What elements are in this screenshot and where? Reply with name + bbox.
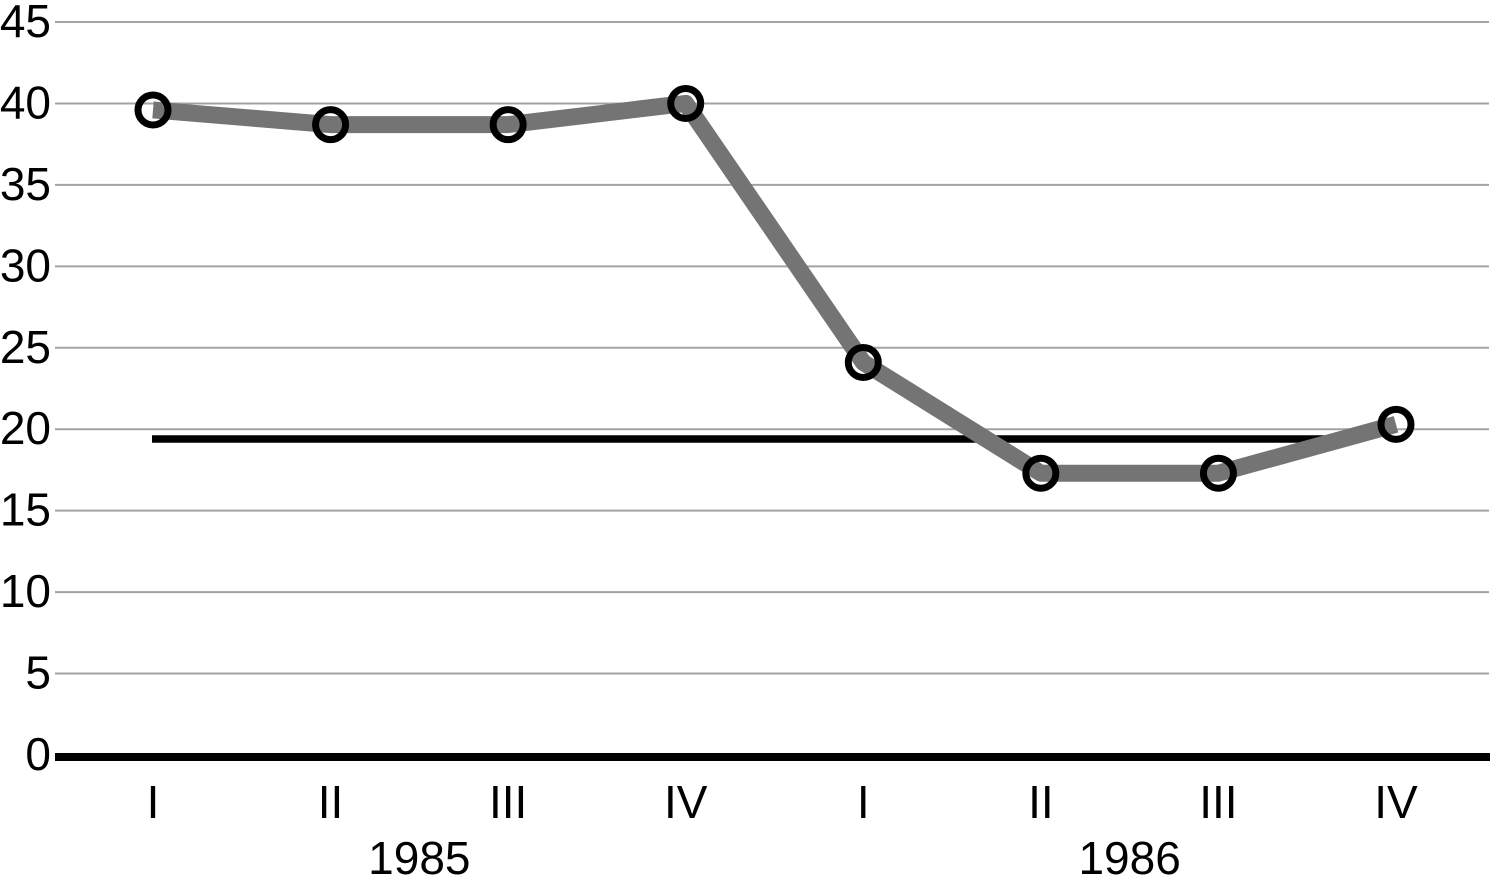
quarter-tick-label: IV	[1374, 776, 1418, 828]
y-tick-label: 20	[0, 402, 51, 454]
quarter-tick-label: IV	[664, 776, 708, 828]
quarter-tick-label: II	[1028, 776, 1054, 828]
data-point-marker	[134, 91, 172, 129]
y-tick-label: 45	[0, 0, 51, 47]
quarter-tick-label: III	[489, 776, 527, 828]
y-tick-label: 30	[0, 239, 51, 291]
quarter-tick-label: III	[1199, 776, 1237, 828]
quarter-tick-label: I	[147, 776, 160, 828]
y-tick-label: 5	[25, 647, 51, 699]
y-tick-label: 35	[0, 158, 51, 210]
y-tick-label: 10	[0, 565, 51, 617]
y-tick-label: 25	[0, 321, 51, 373]
y-tick-label: 0	[25, 728, 51, 780]
y-tick-label: 15	[0, 484, 51, 536]
data-point-marker	[844, 343, 882, 381]
data-point-marker	[1199, 454, 1237, 492]
data-point-marker	[667, 84, 705, 122]
series-line	[152, 94, 1399, 482]
data-point-marker	[1377, 405, 1415, 443]
data-point-marker	[1022, 454, 1060, 492]
data-point-marker	[489, 106, 527, 144]
year-label: 1986	[1078, 832, 1180, 884]
quarter-tick-label: I	[857, 776, 870, 828]
year-label: 1985	[368, 832, 470, 884]
quarter-tick-label: II	[318, 776, 344, 828]
y-tick-label: 40	[0, 76, 51, 128]
data-point-marker	[312, 106, 350, 144]
